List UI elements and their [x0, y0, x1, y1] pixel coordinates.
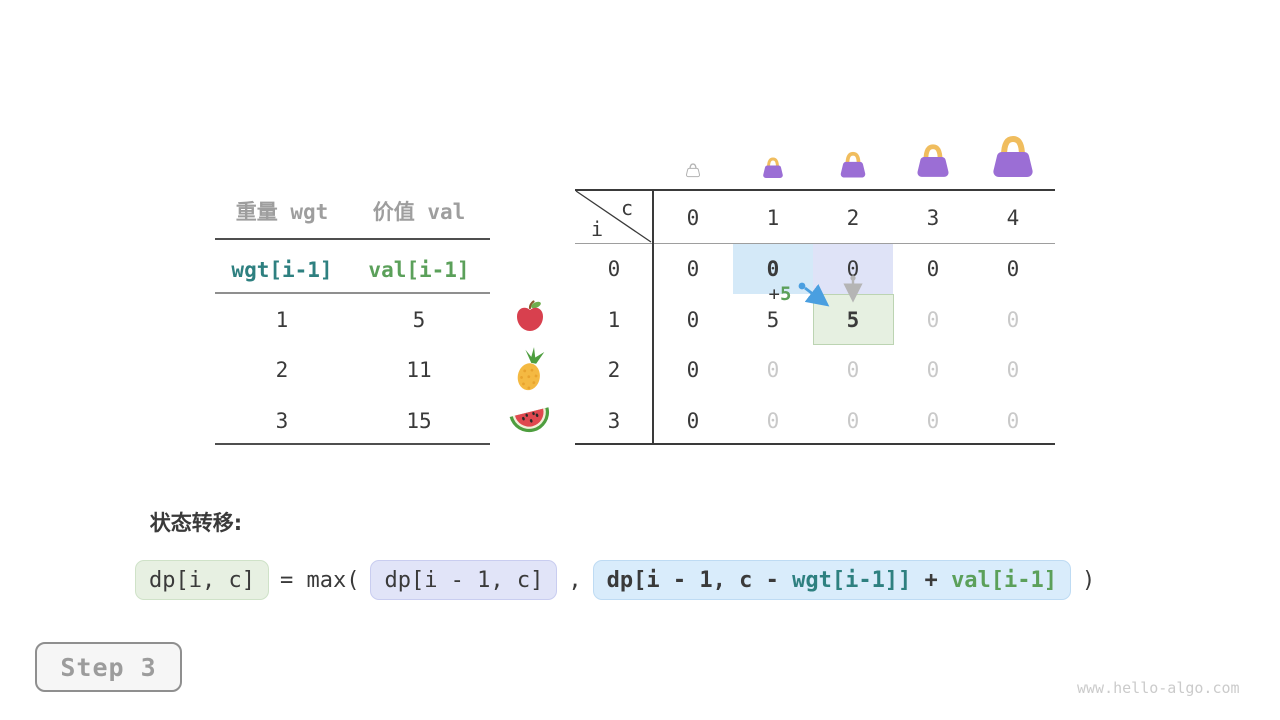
dp-col-header: 2: [846, 206, 860, 230]
formula-close-paren: ): [1082, 567, 1096, 593]
items-value-formula: val[i-1]: [368, 258, 470, 282]
bag-icon-size-1: [761, 157, 785, 184]
dp-cell: 5: [766, 308, 780, 332]
empty-bag-icon: [685, 162, 701, 182]
dp-col-header: 1: [766, 206, 780, 230]
dp-cell: 0: [1006, 308, 1020, 332]
bag-icon-size-4: [989, 134, 1037, 184]
formula-separator: ,: [568, 567, 582, 593]
step-badge: Step 3: [35, 642, 182, 692]
dp-cell: 0: [846, 409, 860, 433]
dp-cell: 0: [1006, 257, 1020, 281]
items-table-rule-mid: [215, 292, 490, 294]
dp-cell: 0: [686, 358, 700, 382]
added-value: 5: [780, 283, 792, 305]
items-table-rule-bottom: [215, 443, 490, 445]
item-row-value: 15: [406, 409, 432, 433]
dp-cell: 0: [1006, 358, 1020, 382]
header-diagonal-line: [575, 190, 652, 243]
dp-cell: 0: [766, 358, 780, 382]
dp-row-axis-label: i: [590, 217, 604, 241]
dp-row-header: 1: [607, 308, 621, 332]
formula-operator: = max(: [279, 567, 360, 593]
dp-cell: 0: [686, 308, 700, 332]
dp-col-header: 3: [926, 206, 940, 230]
bag-icon-size-3: [914, 143, 952, 184]
dp-cell: 0: [926, 308, 940, 332]
item-row-weight: 3: [275, 409, 289, 433]
dp-cell: 0: [926, 358, 940, 382]
dp-col-axis-label: c: [620, 196, 634, 220]
watermark: www.hello-algo.com: [1077, 679, 1240, 697]
bag-icon-size-2: [838, 151, 868, 184]
items-value-header: 价值 val: [372, 200, 466, 224]
dp-cell: 0: [846, 257, 860, 281]
dp-cell: 0: [846, 358, 860, 382]
dp-cell: 0: [926, 409, 940, 433]
items-weight-formula: wgt[i-1]: [231, 258, 333, 282]
dp-row-header: 3: [607, 409, 621, 433]
dp-cell: 0: [1006, 409, 1020, 433]
pineapple-icon: [509, 346, 553, 398]
dp-table-rule-top: [575, 189, 1055, 191]
dp-col-header: 4: [1006, 206, 1020, 230]
option2-wgt-term: wgt[i-1]]: [792, 567, 912, 593]
dp-cell: 0: [766, 257, 780, 281]
dp-table-rule-vertical: [652, 189, 654, 445]
formula-option1-pill: dp[i - 1, c]: [370, 560, 558, 600]
formula-lhs-pill: dp[i, c]: [135, 560, 269, 600]
items-table-rule-top: [215, 238, 490, 240]
dp-cell: 0: [766, 409, 780, 433]
dp-row-header: 0: [607, 257, 621, 281]
dp-cell: 0: [686, 257, 700, 281]
apple-icon: [512, 298, 548, 338]
item-row-value: 5: [412, 308, 426, 332]
option2-val-term: val[i-1]: [951, 567, 1058, 593]
dp-table-rule-header: [575, 243, 1055, 244]
dp-cell: 0: [926, 257, 940, 281]
watermelon-icon: [507, 398, 553, 442]
dp-col-header: 0: [686, 206, 700, 230]
option2-plus: +: [911, 567, 952, 593]
transition-section-label: 状态转移:: [149, 511, 243, 535]
items-weight-header: 重量 wgt: [235, 200, 329, 224]
option2-prefix: dp[i - 1, c -: [606, 567, 793, 593]
plus-sign: +: [768, 283, 780, 305]
transition-add-annotation: +5: [769, 283, 792, 305]
dp-table-rule-bottom: [575, 443, 1055, 445]
item-row-weight: 1: [275, 308, 289, 332]
dp-cell: 0: [686, 409, 700, 433]
dp-row-header: 2: [607, 358, 621, 382]
item-row-value: 11: [406, 358, 432, 382]
dp-cell: 5: [846, 308, 860, 332]
transition-formula: dp[i, c] = max( dp[i - 1, c] , dp[i - 1,…: [135, 560, 1095, 600]
item-row-weight: 2: [275, 358, 289, 382]
formula-option2-pill: dp[i - 1, c - wgt[i-1]] + val[i-1]: [592, 560, 1072, 600]
